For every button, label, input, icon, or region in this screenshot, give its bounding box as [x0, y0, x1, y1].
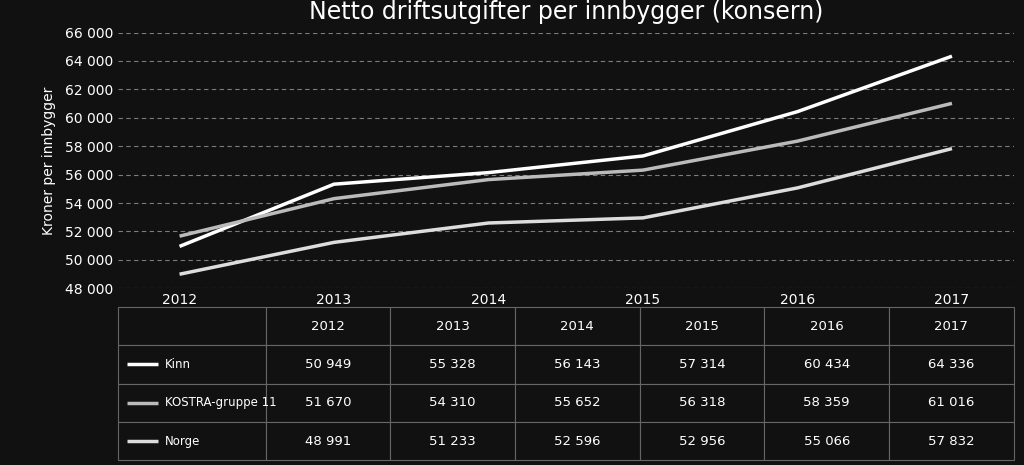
- Bar: [889, 422, 1014, 460]
- Text: 56 143: 56 143: [554, 358, 601, 371]
- Bar: [118, 384, 265, 422]
- Text: 56 318: 56 318: [679, 396, 725, 409]
- Bar: [390, 307, 515, 345]
- Bar: [640, 422, 764, 460]
- Bar: [889, 384, 1014, 422]
- Bar: [390, 345, 515, 384]
- Text: 2012: 2012: [311, 319, 345, 332]
- Text: 51 233: 51 233: [429, 435, 476, 448]
- Text: 51 670: 51 670: [305, 396, 351, 409]
- Bar: [515, 307, 640, 345]
- Bar: [640, 307, 764, 345]
- Text: 55 066: 55 066: [804, 435, 850, 448]
- Bar: [889, 345, 1014, 384]
- Text: 55 328: 55 328: [429, 358, 476, 371]
- Bar: [118, 345, 265, 384]
- Text: 2016: 2016: [810, 319, 844, 332]
- Text: 55 652: 55 652: [554, 396, 601, 409]
- Text: 2013: 2013: [435, 319, 470, 332]
- Text: 54 310: 54 310: [429, 396, 476, 409]
- Text: 64 336: 64 336: [928, 358, 975, 371]
- Y-axis label: Kroner per innbygger: Kroner per innbygger: [42, 86, 56, 235]
- Text: 48 991: 48 991: [305, 435, 351, 448]
- Text: 2017: 2017: [935, 319, 969, 332]
- Text: 52 956: 52 956: [679, 435, 725, 448]
- Bar: [390, 384, 515, 422]
- Text: 60 434: 60 434: [804, 358, 850, 371]
- Text: 52 596: 52 596: [554, 435, 601, 448]
- Bar: [515, 345, 640, 384]
- Bar: [764, 422, 889, 460]
- Text: KOSTRA-gruppe 11: KOSTRA-gruppe 11: [165, 396, 276, 409]
- Bar: [515, 384, 640, 422]
- Text: 57 314: 57 314: [679, 358, 725, 371]
- Bar: [764, 384, 889, 422]
- Text: Kinn: Kinn: [165, 358, 191, 371]
- Text: 2015: 2015: [685, 319, 719, 332]
- Text: 58 359: 58 359: [804, 396, 850, 409]
- Bar: [764, 307, 889, 345]
- Text: 61 016: 61 016: [928, 396, 975, 409]
- Text: 2014: 2014: [560, 319, 594, 332]
- Bar: [640, 384, 764, 422]
- Text: 57 832: 57 832: [928, 435, 975, 448]
- Bar: [265, 307, 390, 345]
- Text: Norge: Norge: [165, 435, 201, 448]
- Text: 50 949: 50 949: [305, 358, 351, 371]
- Bar: [118, 307, 265, 345]
- Bar: [764, 345, 889, 384]
- Bar: [265, 422, 390, 460]
- Bar: [390, 422, 515, 460]
- Bar: [265, 384, 390, 422]
- Bar: [515, 422, 640, 460]
- Bar: [889, 307, 1014, 345]
- Bar: [640, 345, 764, 384]
- Bar: [265, 345, 390, 384]
- Title: Netto driftsutgifter per innbygger (konsern): Netto driftsutgifter per innbygger (kons…: [308, 0, 823, 24]
- Bar: [118, 422, 265, 460]
